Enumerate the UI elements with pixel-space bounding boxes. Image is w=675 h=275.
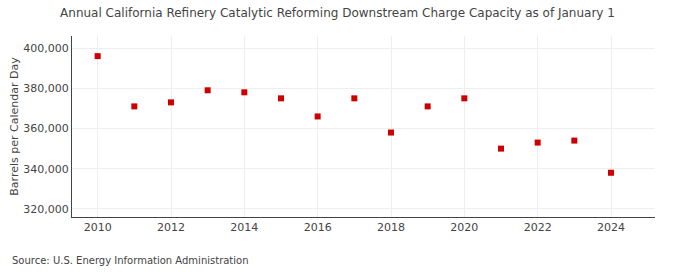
svg-text:320,000: 320,000 [23,203,69,216]
svg-text:2024: 2024 [597,221,625,234]
svg-text:Annual California Refinery Cat: Annual California Refinery Catalytic Ref… [60,6,615,20]
svg-text:2018: 2018 [377,221,405,234]
svg-text:2010: 2010 [84,221,112,234]
svg-text:2022: 2022 [524,221,552,234]
svg-text:340,000: 340,000 [23,163,69,176]
svg-text:Source: U.S. Energy Informatio: Source: U.S. Energy Information Administ… [12,255,249,266]
svg-text:2016: 2016 [304,221,332,234]
svg-text:2012: 2012 [157,221,185,234]
svg-text:400,000: 400,000 [23,42,69,55]
svg-text:360,000: 360,000 [23,122,69,135]
svg-text:Barrels per Calendar Day: Barrels per Calendar Day [8,57,21,196]
svg-text:2014: 2014 [230,221,258,234]
svg-text:2020: 2020 [450,221,478,234]
svg-text:380,000: 380,000 [23,82,69,95]
